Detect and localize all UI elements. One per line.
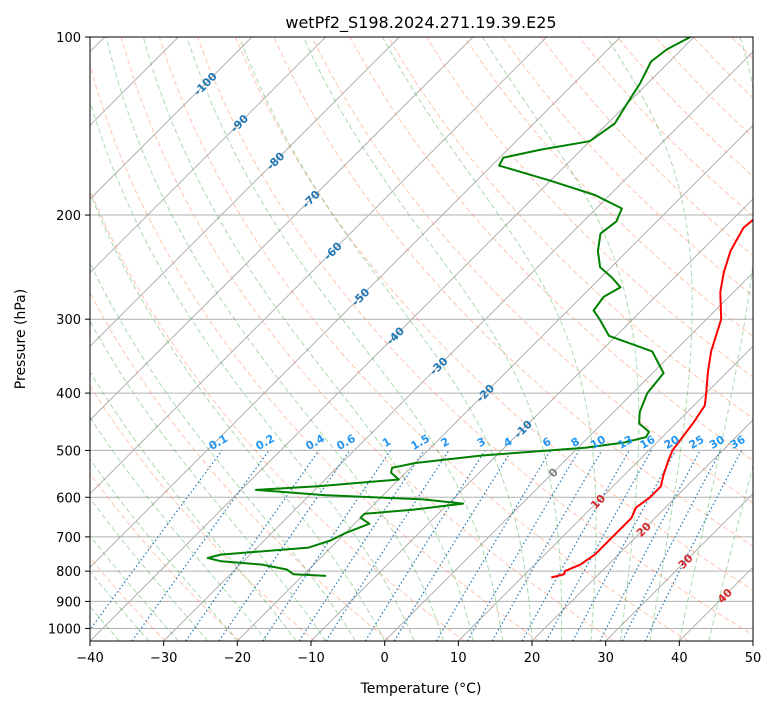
- y-axis-label: Pressure (hPa): [13, 289, 29, 389]
- moist-adiabat: [90, 191, 386, 641]
- temperature-line: [551, 218, 753, 579]
- isotherm-line: [163, 50, 753, 641]
- mixing-ratio-line: [572, 450, 677, 641]
- moist-adiabat: [142, 37, 474, 641]
- x-axis-label: Temperature (°C): [360, 681, 482, 697]
- dry-adiabat: [235, 37, 753, 591]
- mixing-ratio-line: [131, 450, 270, 641]
- moist-adiabat: [708, 464, 753, 641]
- isotherm-line: [90, 37, 621, 569]
- isotherm-line: [90, 37, 253, 200]
- mixing-ratio-lines: [90, 450, 743, 641]
- moist-adiabat: [302, 37, 563, 641]
- moist-adiabat: [678, 37, 753, 641]
- moist-adiabat: [90, 416, 268, 641]
- moist-adiabat: [606, 37, 693, 641]
- moist-adiabat: [90, 320, 327, 641]
- y-tick-label: 700: [56, 531, 81, 546]
- mixing-ratio-line: [621, 450, 722, 641]
- isotherm-line: [384, 271, 753, 641]
- isotherm-line: [605, 492, 753, 641]
- dry-adiabat: [90, 472, 241, 641]
- mixing-ratio-line: [644, 450, 743, 641]
- x-tick-label: −30: [150, 651, 177, 666]
- x-tick-label: −10: [297, 651, 324, 666]
- dry-adiabat: [502, 37, 753, 297]
- x-axis: −40 −30 −20 −10 0 10 20 30 40 50: [76, 641, 761, 666]
- x-tick-label: −20: [224, 651, 251, 666]
- plot-frame: [89, 36, 754, 642]
- dry-adiabat: [90, 384, 316, 641]
- moist-adiabat: [90, 458, 238, 641]
- y-tick-label: 300: [56, 313, 81, 328]
- mixing-ratio-line: [298, 450, 425, 641]
- moist-adiabat: [105, 37, 445, 641]
- mixing-ratio-line: [393, 450, 513, 641]
- mixing-ratio-line: [185, 450, 320, 641]
- mixing-ratio-line: [325, 450, 450, 641]
- isotherm-line: [90, 37, 474, 421]
- y-tick-label: 1000: [48, 622, 81, 637]
- dry-adiabat: [90, 188, 465, 641]
- y-tick-label: 900: [56, 595, 81, 610]
- moist-adiabat: [481, 37, 640, 641]
- y-tick-label: 800: [56, 565, 81, 580]
- moist-adiabats: [90, 37, 753, 641]
- dry-adiabat: [158, 37, 689, 641]
- chart-title: wetPf2_S198.2024.271.19.39.E25: [285, 13, 556, 33]
- mixing-ratio-line: [90, 450, 223, 631]
- y-tick-label: 500: [56, 444, 81, 459]
- isotherm-line: [457, 345, 753, 641]
- isotherm-line: [90, 37, 400, 348]
- mixing-ratio-line: [218, 450, 351, 641]
- dry-adiabats: [90, 37, 753, 641]
- dry-adiabat: [90, 291, 390, 641]
- isotherm-line: [531, 419, 753, 641]
- x-tick-label: 20: [524, 651, 541, 666]
- x-tick-label: 30: [597, 651, 614, 666]
- dry-adiabat: [90, 62, 540, 641]
- dry-adiabat: [273, 37, 753, 547]
- dry-adiabat: [197, 37, 753, 636]
- moist-adiabat: [90, 261, 356, 641]
- series-layer: [206, 37, 753, 579]
- y-tick-label: 600: [56, 491, 81, 506]
- dry-adiabat: [90, 556, 166, 641]
- dry-adiabat: [425, 37, 753, 378]
- moist-adiabat: [382, 37, 597, 641]
- moist-adiabat: [186, 37, 503, 641]
- y-axis: 100 200 300 400 500 600 700 800 900 1000: [48, 31, 90, 637]
- isotherm-line: [90, 37, 327, 274]
- x-tick-label: 50: [745, 651, 762, 666]
- x-tick-label: 40: [671, 651, 688, 666]
- y-tick-label: 200: [56, 209, 81, 224]
- mixing-ratio-line: [545, 450, 652, 641]
- mixing-ratio-line: [521, 450, 630, 641]
- dry-adiabat: [120, 37, 614, 641]
- isotherm-line: [310, 198, 753, 641]
- x-tick-label: 10: [450, 651, 467, 666]
- y-tick-label: 100: [56, 31, 81, 46]
- isotherm-line: [90, 37, 548, 495]
- moist-adiabat: [238, 37, 533, 641]
- x-tick-label: 0: [381, 651, 389, 666]
- y-tick-label: 400: [56, 387, 81, 402]
- dewpoint-line: [206, 37, 691, 577]
- dry-adiabat: [349, 37, 753, 462]
- x-tick-label: −40: [76, 651, 103, 666]
- isotherm-line: [236, 124, 753, 641]
- mixing-ratio-line: [262, 450, 391, 641]
